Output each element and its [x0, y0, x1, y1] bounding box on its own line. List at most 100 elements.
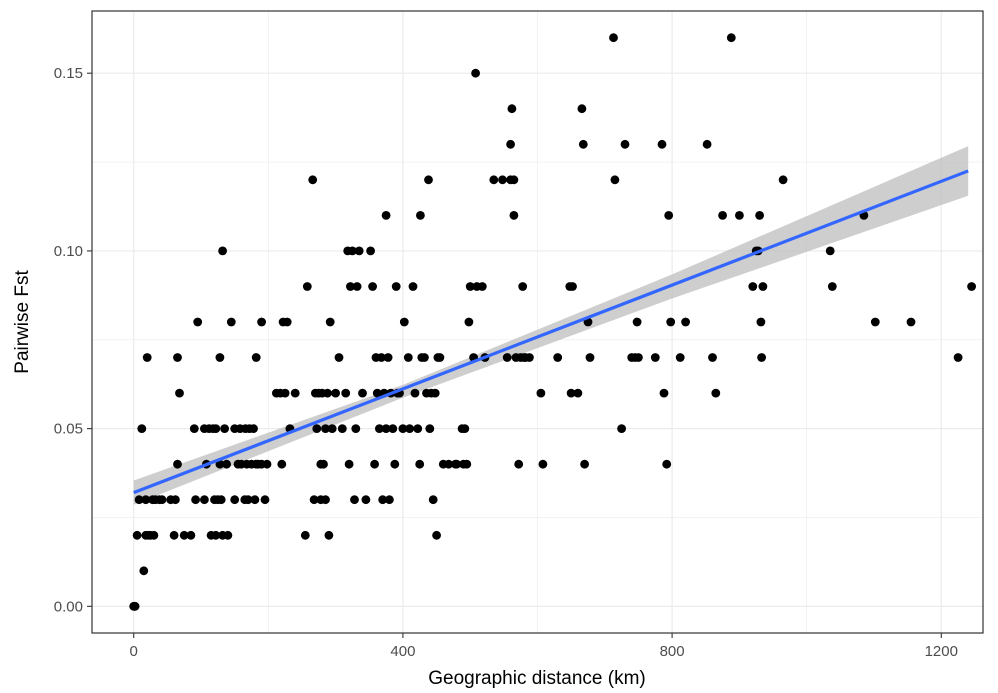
data-point	[726, 33, 736, 43]
data-point	[399, 317, 409, 327]
data-point	[323, 388, 332, 398]
data-point	[130, 601, 140, 611]
data-point	[509, 211, 519, 220]
data-point	[354, 246, 364, 256]
data-point	[408, 282, 418, 291]
data-point	[405, 424, 414, 433]
data-point	[348, 246, 357, 256]
data-point	[906, 317, 916, 327]
data-point	[230, 495, 240, 505]
data-point	[341, 388, 351, 398]
data-point	[756, 317, 766, 327]
data-point	[662, 459, 672, 469]
data-point	[331, 388, 340, 398]
data-point	[566, 388, 576, 398]
data-point	[444, 459, 454, 469]
points-layer	[129, 33, 976, 611]
data-point	[424, 175, 433, 185]
data-point	[191, 495, 201, 505]
data-point	[498, 175, 507, 185]
data-point	[617, 424, 626, 433]
data-point	[391, 282, 401, 291]
data-point	[257, 317, 266, 327]
data-point	[186, 530, 196, 540]
y-tick-label: 0.10	[54, 243, 83, 260]
data-point	[366, 246, 375, 256]
data-point	[260, 495, 270, 505]
y-tick-label: 0.05	[54, 421, 83, 438]
data-point	[502, 353, 512, 362]
data-point	[398, 424, 408, 433]
data-point	[381, 424, 391, 433]
data-point	[243, 495, 253, 505]
data-point	[211, 424, 221, 433]
x-tick-label: 800	[660, 643, 685, 660]
data-point	[368, 282, 377, 291]
data-point	[300, 530, 310, 540]
data-point	[578, 139, 588, 149]
data-point	[518, 282, 528, 291]
data-point	[452, 459, 462, 469]
confidence-band	[133, 146, 969, 505]
x-tick-label: 1200	[925, 643, 958, 660]
data-point	[282, 317, 292, 327]
data-point	[312, 424, 322, 433]
data-point	[425, 424, 435, 433]
data-point	[290, 388, 300, 398]
data-point	[403, 353, 413, 362]
panel-border	[91, 10, 984, 634]
data-point	[507, 104, 517, 114]
data-point	[141, 495, 151, 505]
data-point	[370, 459, 379, 469]
data-point	[477, 282, 487, 291]
data-point	[277, 459, 287, 469]
data-point	[580, 459, 589, 469]
data-point	[758, 282, 768, 291]
data-point	[173, 459, 182, 469]
data-point	[222, 459, 232, 469]
data-point	[361, 495, 371, 505]
data-point	[430, 388, 440, 398]
data-point	[573, 388, 583, 398]
data-point	[953, 353, 963, 362]
data-point	[215, 459, 225, 469]
data-point	[137, 424, 147, 433]
data-point	[755, 211, 764, 220]
data-point	[514, 459, 524, 469]
data-point	[538, 459, 548, 469]
data-point	[568, 282, 577, 291]
data-point	[489, 175, 499, 185]
data-point	[666, 317, 676, 327]
data-point	[681, 317, 690, 327]
data-point	[321, 495, 330, 505]
data-point	[381, 211, 391, 220]
data-point	[189, 424, 199, 433]
data-point	[132, 530, 142, 540]
data-point	[432, 530, 441, 540]
data-point	[757, 353, 766, 362]
data-point	[319, 459, 328, 469]
data-point	[711, 388, 721, 398]
data-point	[173, 353, 182, 362]
data-point	[139, 566, 149, 576]
data-point	[220, 424, 230, 433]
data-point	[718, 211, 727, 220]
y-axis-title: Pairwise Fst	[12, 270, 33, 374]
data-point	[251, 353, 261, 362]
data-point	[610, 175, 620, 185]
data-point	[216, 495, 226, 505]
data-point	[735, 211, 744, 220]
data-point	[702, 139, 712, 149]
data-point	[142, 353, 152, 362]
y-tick-label: 0.15	[54, 65, 83, 82]
data-point	[415, 459, 425, 469]
data-point	[509, 175, 519, 185]
data-point	[149, 530, 159, 540]
data-point	[134, 495, 144, 505]
data-point	[169, 530, 179, 540]
data-point	[334, 353, 344, 362]
data-point	[378, 495, 388, 505]
data-point	[428, 495, 438, 505]
data-point	[465, 282, 475, 291]
data-point	[634, 353, 643, 362]
